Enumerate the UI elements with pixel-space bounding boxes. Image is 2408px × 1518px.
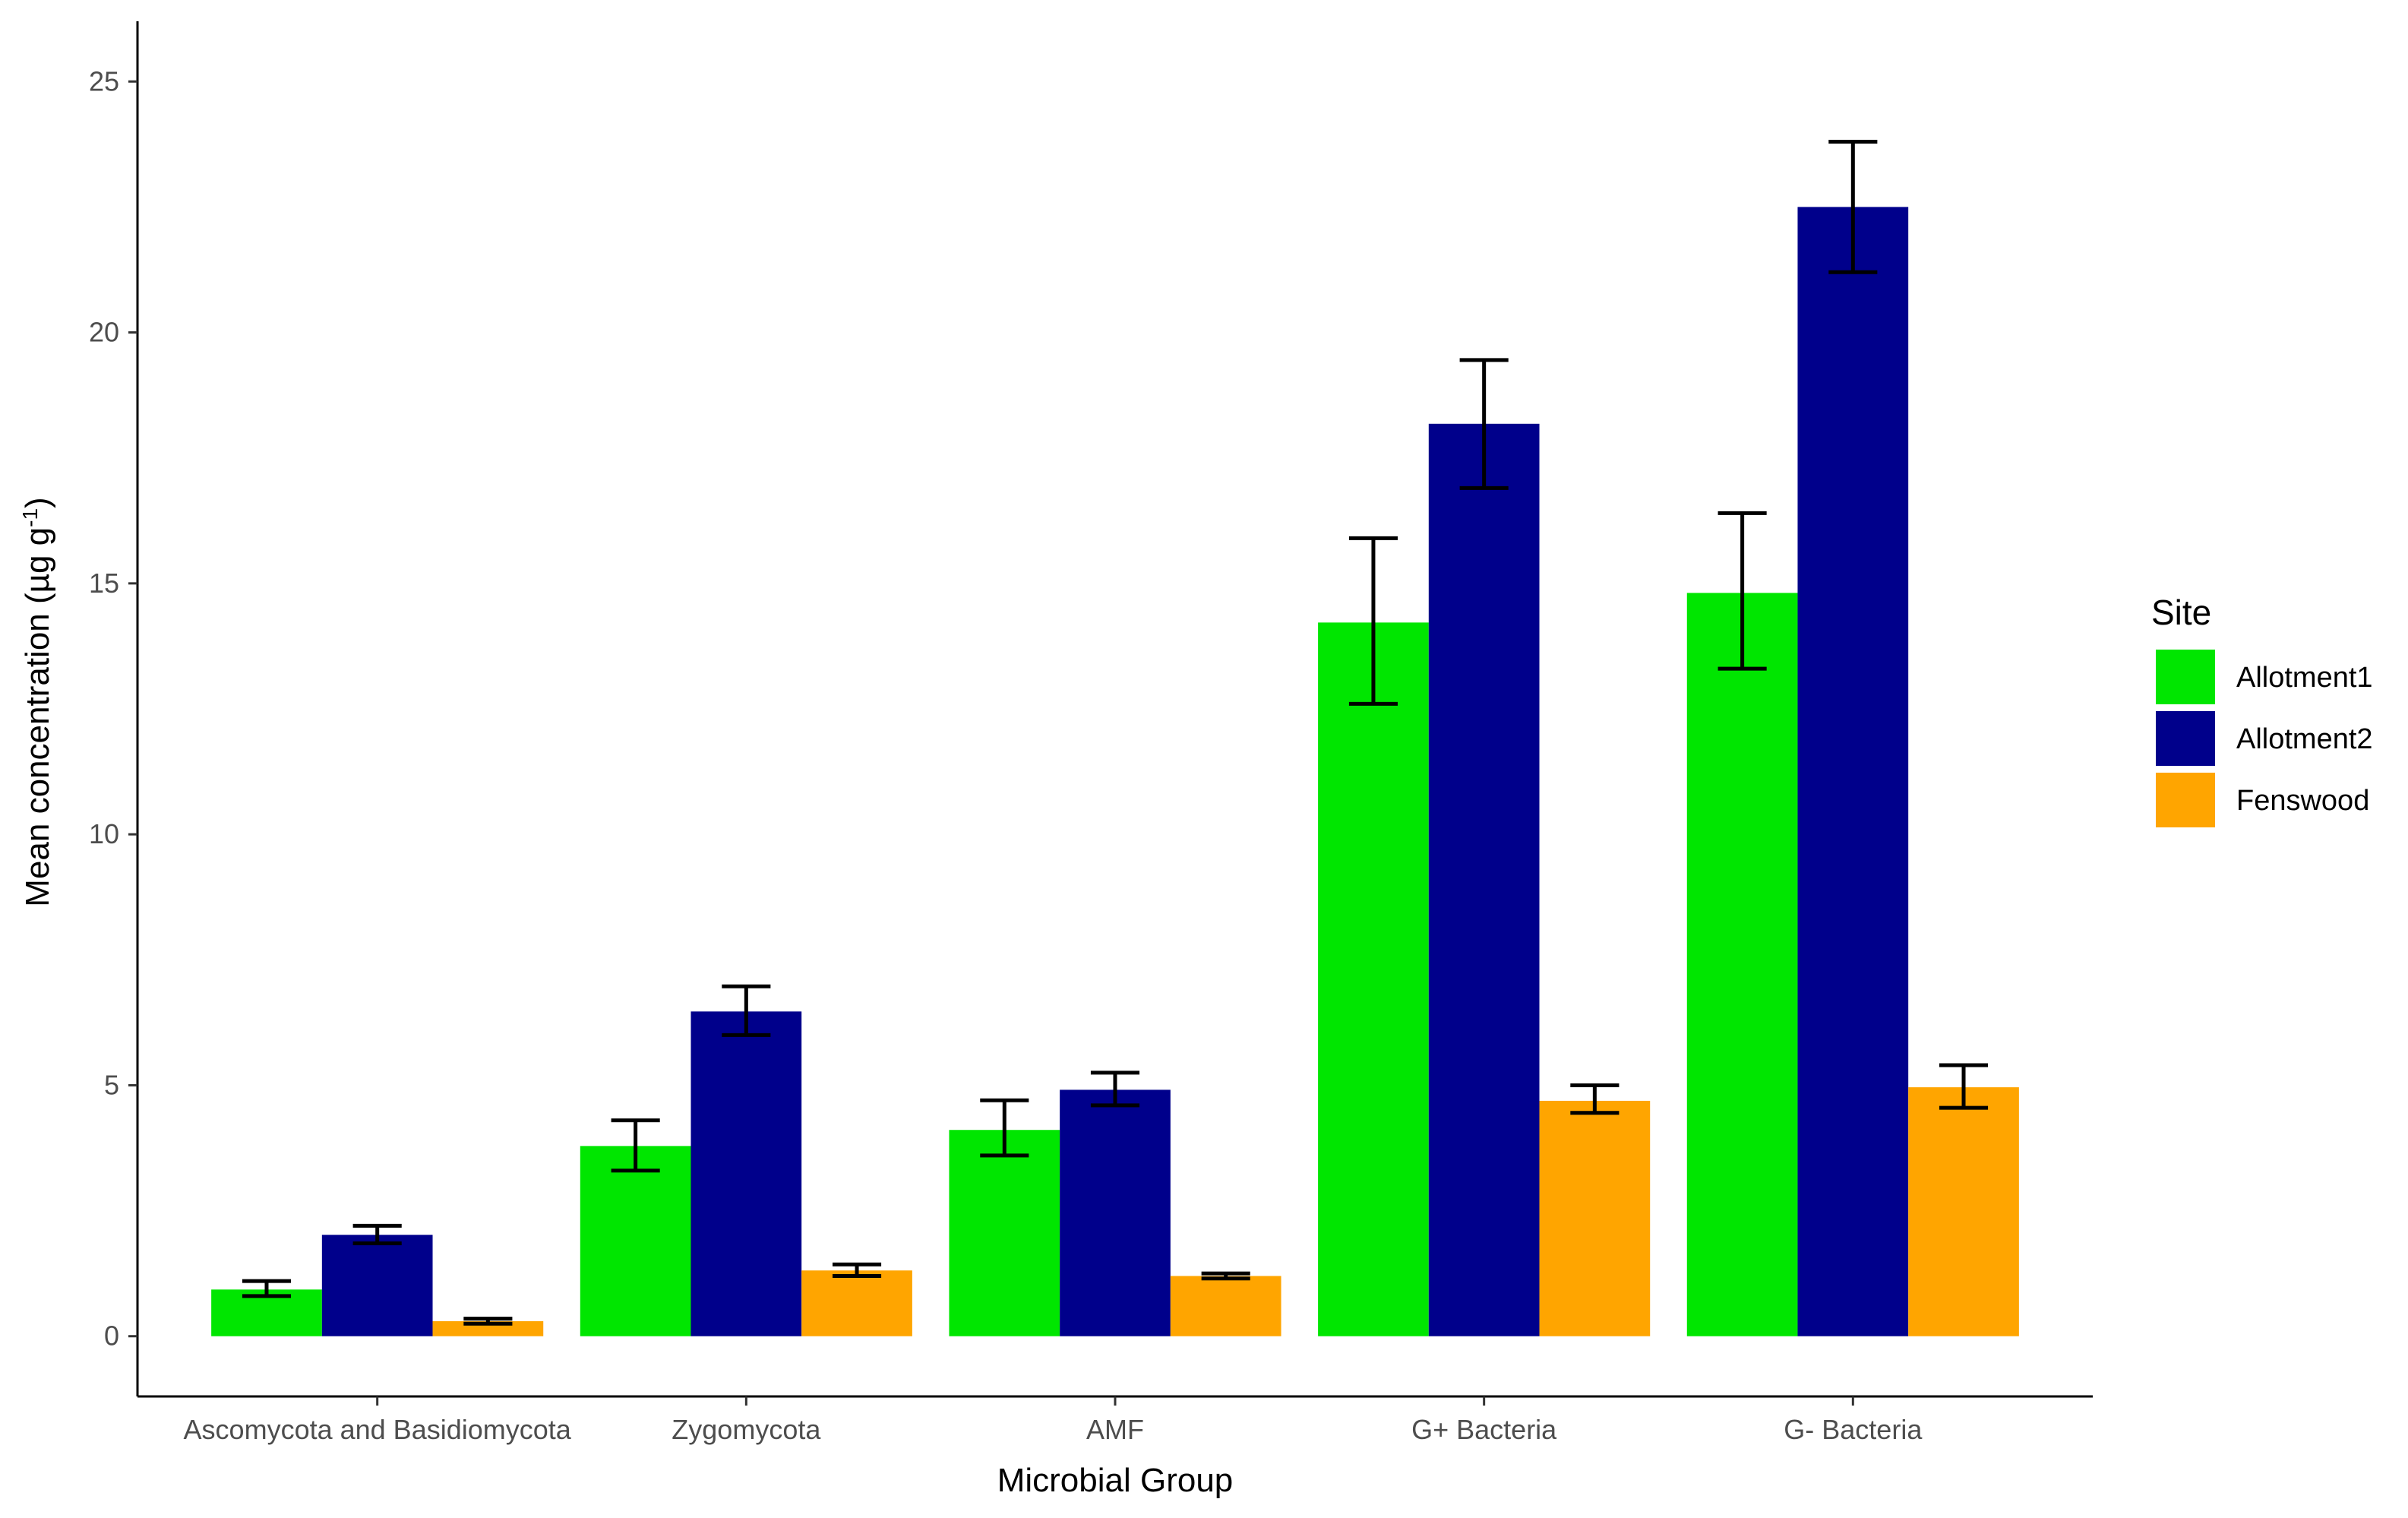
y-tick-label: 20 [89, 317, 119, 348]
bar [1797, 207, 1909, 1336]
bar [1428, 423, 1540, 1336]
bar [801, 1270, 912, 1336]
legend-label: Allotment1 [2236, 662, 2373, 694]
bar [432, 1320, 544, 1336]
bar [580, 1146, 691, 1336]
y-tick-label: 25 [89, 65, 119, 96]
legend-swatch [2156, 773, 2215, 827]
y-ticks: 0 5 10 15 20 25 [89, 65, 137, 1352]
error-bars [242, 140, 1989, 1326]
x-tick-label: G- Bacteria [1784, 1414, 1923, 1445]
legend-swatch [2156, 650, 2215, 704]
x-tick-label: G+ Bacteria [1411, 1414, 1557, 1445]
legend: Site Allotment1 Allotment2 Fenswood [2151, 593, 2373, 827]
bar [690, 1011, 802, 1336]
bar [1908, 1087, 2019, 1336]
y-tick-label: 15 [89, 568, 119, 599]
x-tick-label: Ascomycota and Basidiomycota [184, 1414, 572, 1445]
bar [1060, 1089, 1171, 1336]
bar [1539, 1100, 1651, 1336]
bars [211, 207, 2019, 1336]
x-ticks: Ascomycota and Basidiomycota Zygomycota AM… [184, 1396, 1923, 1445]
x-axis-title: Microbial Group [997, 1462, 1234, 1499]
y-tick-label: 0 [104, 1320, 119, 1352]
bar [321, 1235, 433, 1336]
legend-swatch [2156, 711, 2215, 766]
x-tick-label: AMF [1086, 1414, 1144, 1445]
legend-title: Site [2151, 593, 2211, 632]
y-axis-title: Mean concentration (µg g-1) [18, 497, 57, 906]
x-tick-label: Zygomycota [672, 1414, 821, 1445]
bar [949, 1130, 1060, 1336]
y-tick-label: 5 [104, 1069, 119, 1100]
legend-label: Fenswood [2236, 785, 2369, 817]
bar [1686, 593, 1798, 1336]
bar [1170, 1276, 1281, 1336]
bar [1318, 622, 1429, 1336]
legend-label: Allotment2 [2236, 723, 2373, 755]
y-tick-label: 10 [89, 818, 119, 849]
